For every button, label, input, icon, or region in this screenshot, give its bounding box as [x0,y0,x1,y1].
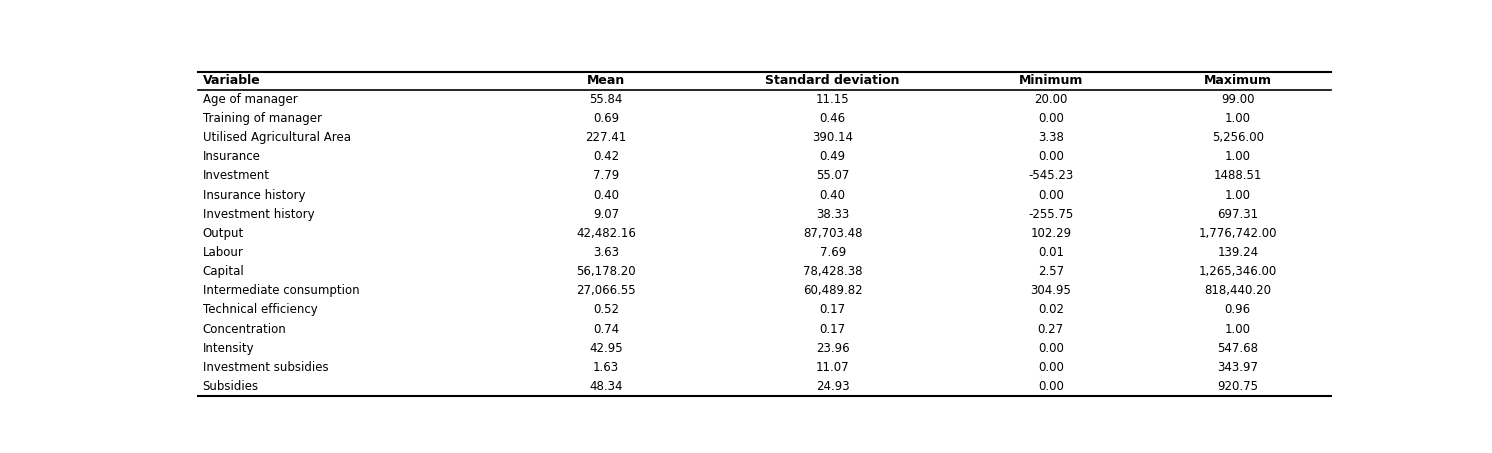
Text: 87,703.48: 87,703.48 [803,227,862,240]
Text: 227.41: 227.41 [585,131,627,144]
Text: 56,178.20: 56,178.20 [576,265,636,278]
Text: 1,265,346.00: 1,265,346.00 [1198,265,1277,278]
Text: 1.63: 1.63 [592,361,619,374]
Text: 99.00: 99.00 [1220,93,1255,106]
Text: Subsidies: Subsidies [203,380,258,393]
Text: 0.42: 0.42 [592,150,619,163]
Text: 20.00: 20.00 [1034,93,1067,106]
Text: 0.00: 0.00 [1038,112,1064,125]
Text: 1488.51: 1488.51 [1213,169,1262,183]
Text: 0.49: 0.49 [819,150,846,163]
Text: 0.01: 0.01 [1038,246,1064,259]
Text: 5,256.00: 5,256.00 [1212,131,1264,144]
Text: 1.00: 1.00 [1225,188,1250,202]
Text: 0.52: 0.52 [592,304,619,317]
Text: 1.00: 1.00 [1225,150,1250,163]
Text: 9.07: 9.07 [592,207,619,221]
Text: Output: Output [203,227,243,240]
Text: 55.84: 55.84 [589,93,622,106]
Text: Concentration: Concentration [203,323,286,336]
Text: Age of manager: Age of manager [203,93,297,106]
Text: Utilised Agricultural Area: Utilised Agricultural Area [203,131,351,144]
Text: Technical efficiency: Technical efficiency [203,304,318,317]
Text: Investment: Investment [203,169,270,183]
Text: Training of manager: Training of manager [203,112,322,125]
Text: 23.96: 23.96 [816,342,849,355]
Text: 3.63: 3.63 [592,246,619,259]
Text: 11.15: 11.15 [816,93,849,106]
Text: 27,066.55: 27,066.55 [576,284,636,297]
Text: 0.40: 0.40 [819,188,846,202]
Text: 0.02: 0.02 [1038,304,1064,317]
Text: 0.40: 0.40 [592,188,619,202]
Text: 3.38: 3.38 [1038,131,1064,144]
Text: Mean: Mean [586,74,625,87]
Text: 139.24: 139.24 [1217,246,1258,259]
Text: 7.79: 7.79 [592,169,619,183]
Text: 48.34: 48.34 [589,380,622,393]
Text: Investment history: Investment history [203,207,315,221]
Text: 0.96: 0.96 [1225,304,1250,317]
Text: 697.31: 697.31 [1217,207,1258,221]
Text: 1,776,742.00: 1,776,742.00 [1198,227,1277,240]
Text: 818,440.20: 818,440.20 [1204,284,1271,297]
Text: 0.00: 0.00 [1038,361,1064,374]
Text: Insurance: Insurance [203,150,261,163]
Text: 0.00: 0.00 [1038,342,1064,355]
Text: 304.95: 304.95 [1031,284,1071,297]
Text: 0.69: 0.69 [592,112,619,125]
Text: Insurance history: Insurance history [203,188,306,202]
Text: 1.00: 1.00 [1225,323,1250,336]
Text: Capital: Capital [203,265,245,278]
Text: 343.97: 343.97 [1217,361,1258,374]
Text: 2.57: 2.57 [1038,265,1064,278]
Text: 11.07: 11.07 [816,361,849,374]
Text: Variable: Variable [203,74,261,87]
Text: -545.23: -545.23 [1028,169,1073,183]
Text: Investment subsidies: Investment subsidies [203,361,328,374]
Text: Intermediate consumption: Intermediate consumption [203,284,360,297]
Text: 920.75: 920.75 [1217,380,1258,393]
Text: 0.74: 0.74 [592,323,619,336]
Text: 0.17: 0.17 [819,304,846,317]
Text: 102.29: 102.29 [1029,227,1071,240]
Text: 0.46: 0.46 [819,112,846,125]
Text: 24.93: 24.93 [816,380,849,393]
Text: 55.07: 55.07 [816,169,849,183]
Text: 0.27: 0.27 [1038,323,1064,336]
Text: 42.95: 42.95 [589,342,622,355]
Text: 0.00: 0.00 [1038,150,1064,163]
Text: 1.00: 1.00 [1225,112,1250,125]
Text: 0.00: 0.00 [1038,188,1064,202]
Text: 390.14: 390.14 [812,131,853,144]
Text: Intensity: Intensity [203,342,254,355]
Text: 60,489.82: 60,489.82 [803,284,862,297]
Text: 0.17: 0.17 [819,323,846,336]
Text: Labour: Labour [203,246,243,259]
Text: Standard deviation: Standard deviation [765,74,900,87]
Text: Maximum: Maximum [1204,74,1271,87]
Text: 38.33: 38.33 [816,207,849,221]
Text: Minimum: Minimum [1019,74,1083,87]
Text: 78,428.38: 78,428.38 [803,265,862,278]
Text: 42,482.16: 42,482.16 [576,227,636,240]
Text: 547.68: 547.68 [1217,342,1258,355]
Text: -255.75: -255.75 [1028,207,1073,221]
Text: 7.69: 7.69 [819,246,846,259]
Text: 0.00: 0.00 [1038,380,1064,393]
